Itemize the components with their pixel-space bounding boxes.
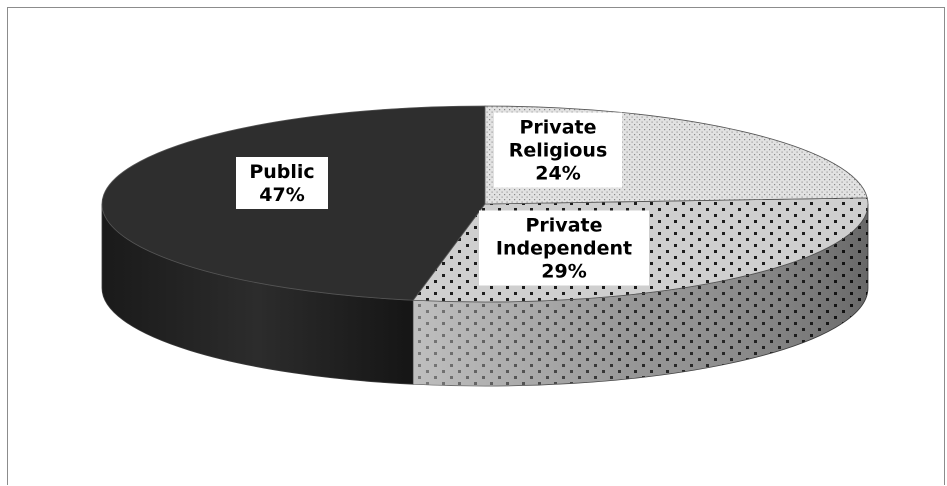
slice-label-text: 29% xyxy=(541,261,586,283)
slice-label-text: Religious xyxy=(509,140,608,162)
slice-label-box xyxy=(494,112,622,188)
slice-label-text: Private xyxy=(520,117,597,139)
slice-label-box xyxy=(236,157,328,209)
chart-frame: Public 47% Private Independent 29% Private Rel… xyxy=(7,7,945,485)
slice-label-text: Independent xyxy=(496,238,632,260)
slice-label-text: 24% xyxy=(535,163,580,185)
slice-label-text: 47% xyxy=(259,184,304,206)
slice-label-box xyxy=(479,210,649,286)
pie-side-shade xyxy=(413,204,868,387)
pie-chart: Public47%PrivateIndependent29%PrivateRel… xyxy=(101,105,869,387)
slice-label-text: Public xyxy=(249,161,314,183)
pie-side-layer xyxy=(101,203,869,387)
pie-label-layer: Public47%PrivateIndependent29%PrivateRel… xyxy=(236,112,649,286)
slice-label-text: Private xyxy=(526,215,603,237)
